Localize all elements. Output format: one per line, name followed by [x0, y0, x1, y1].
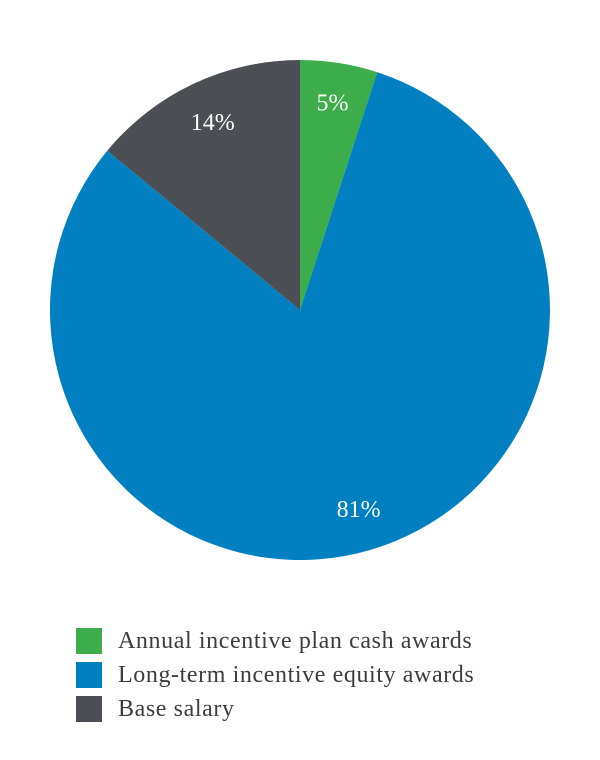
pie-slice	[300, 60, 378, 310]
pie-slice	[49, 72, 550, 561]
legend-swatch	[76, 662, 102, 688]
legend-label: Base salary	[118, 696, 235, 722]
pie-slice	[107, 59, 301, 310]
legend-label: Annual incentive plan cash awards	[118, 628, 473, 654]
legend-label: Long-term incentive equity awards	[118, 662, 475, 688]
legend-swatch	[76, 696, 102, 722]
legend-item-annual-incentive: Annual incentive plan cash awards	[76, 624, 474, 658]
legend-swatch	[76, 628, 102, 654]
pie-chart: 5% 81% 14%	[49, 59, 550, 561]
legend-item-base-salary: Base salary	[76, 692, 474, 726]
pie-slices	[49, 59, 550, 561]
pie-labels: 5% 81% 14%	[191, 91, 381, 524]
pie-slice-label: 5%	[316, 91, 348, 117]
pie-slice-label: 81%	[337, 497, 381, 523]
pie-slice-label: 14%	[191, 110, 235, 136]
legend: Annual incentive plan cash awards Long-t…	[76, 624, 474, 726]
legend-item-long-term-incentive: Long-term incentive equity awards	[76, 658, 474, 692]
